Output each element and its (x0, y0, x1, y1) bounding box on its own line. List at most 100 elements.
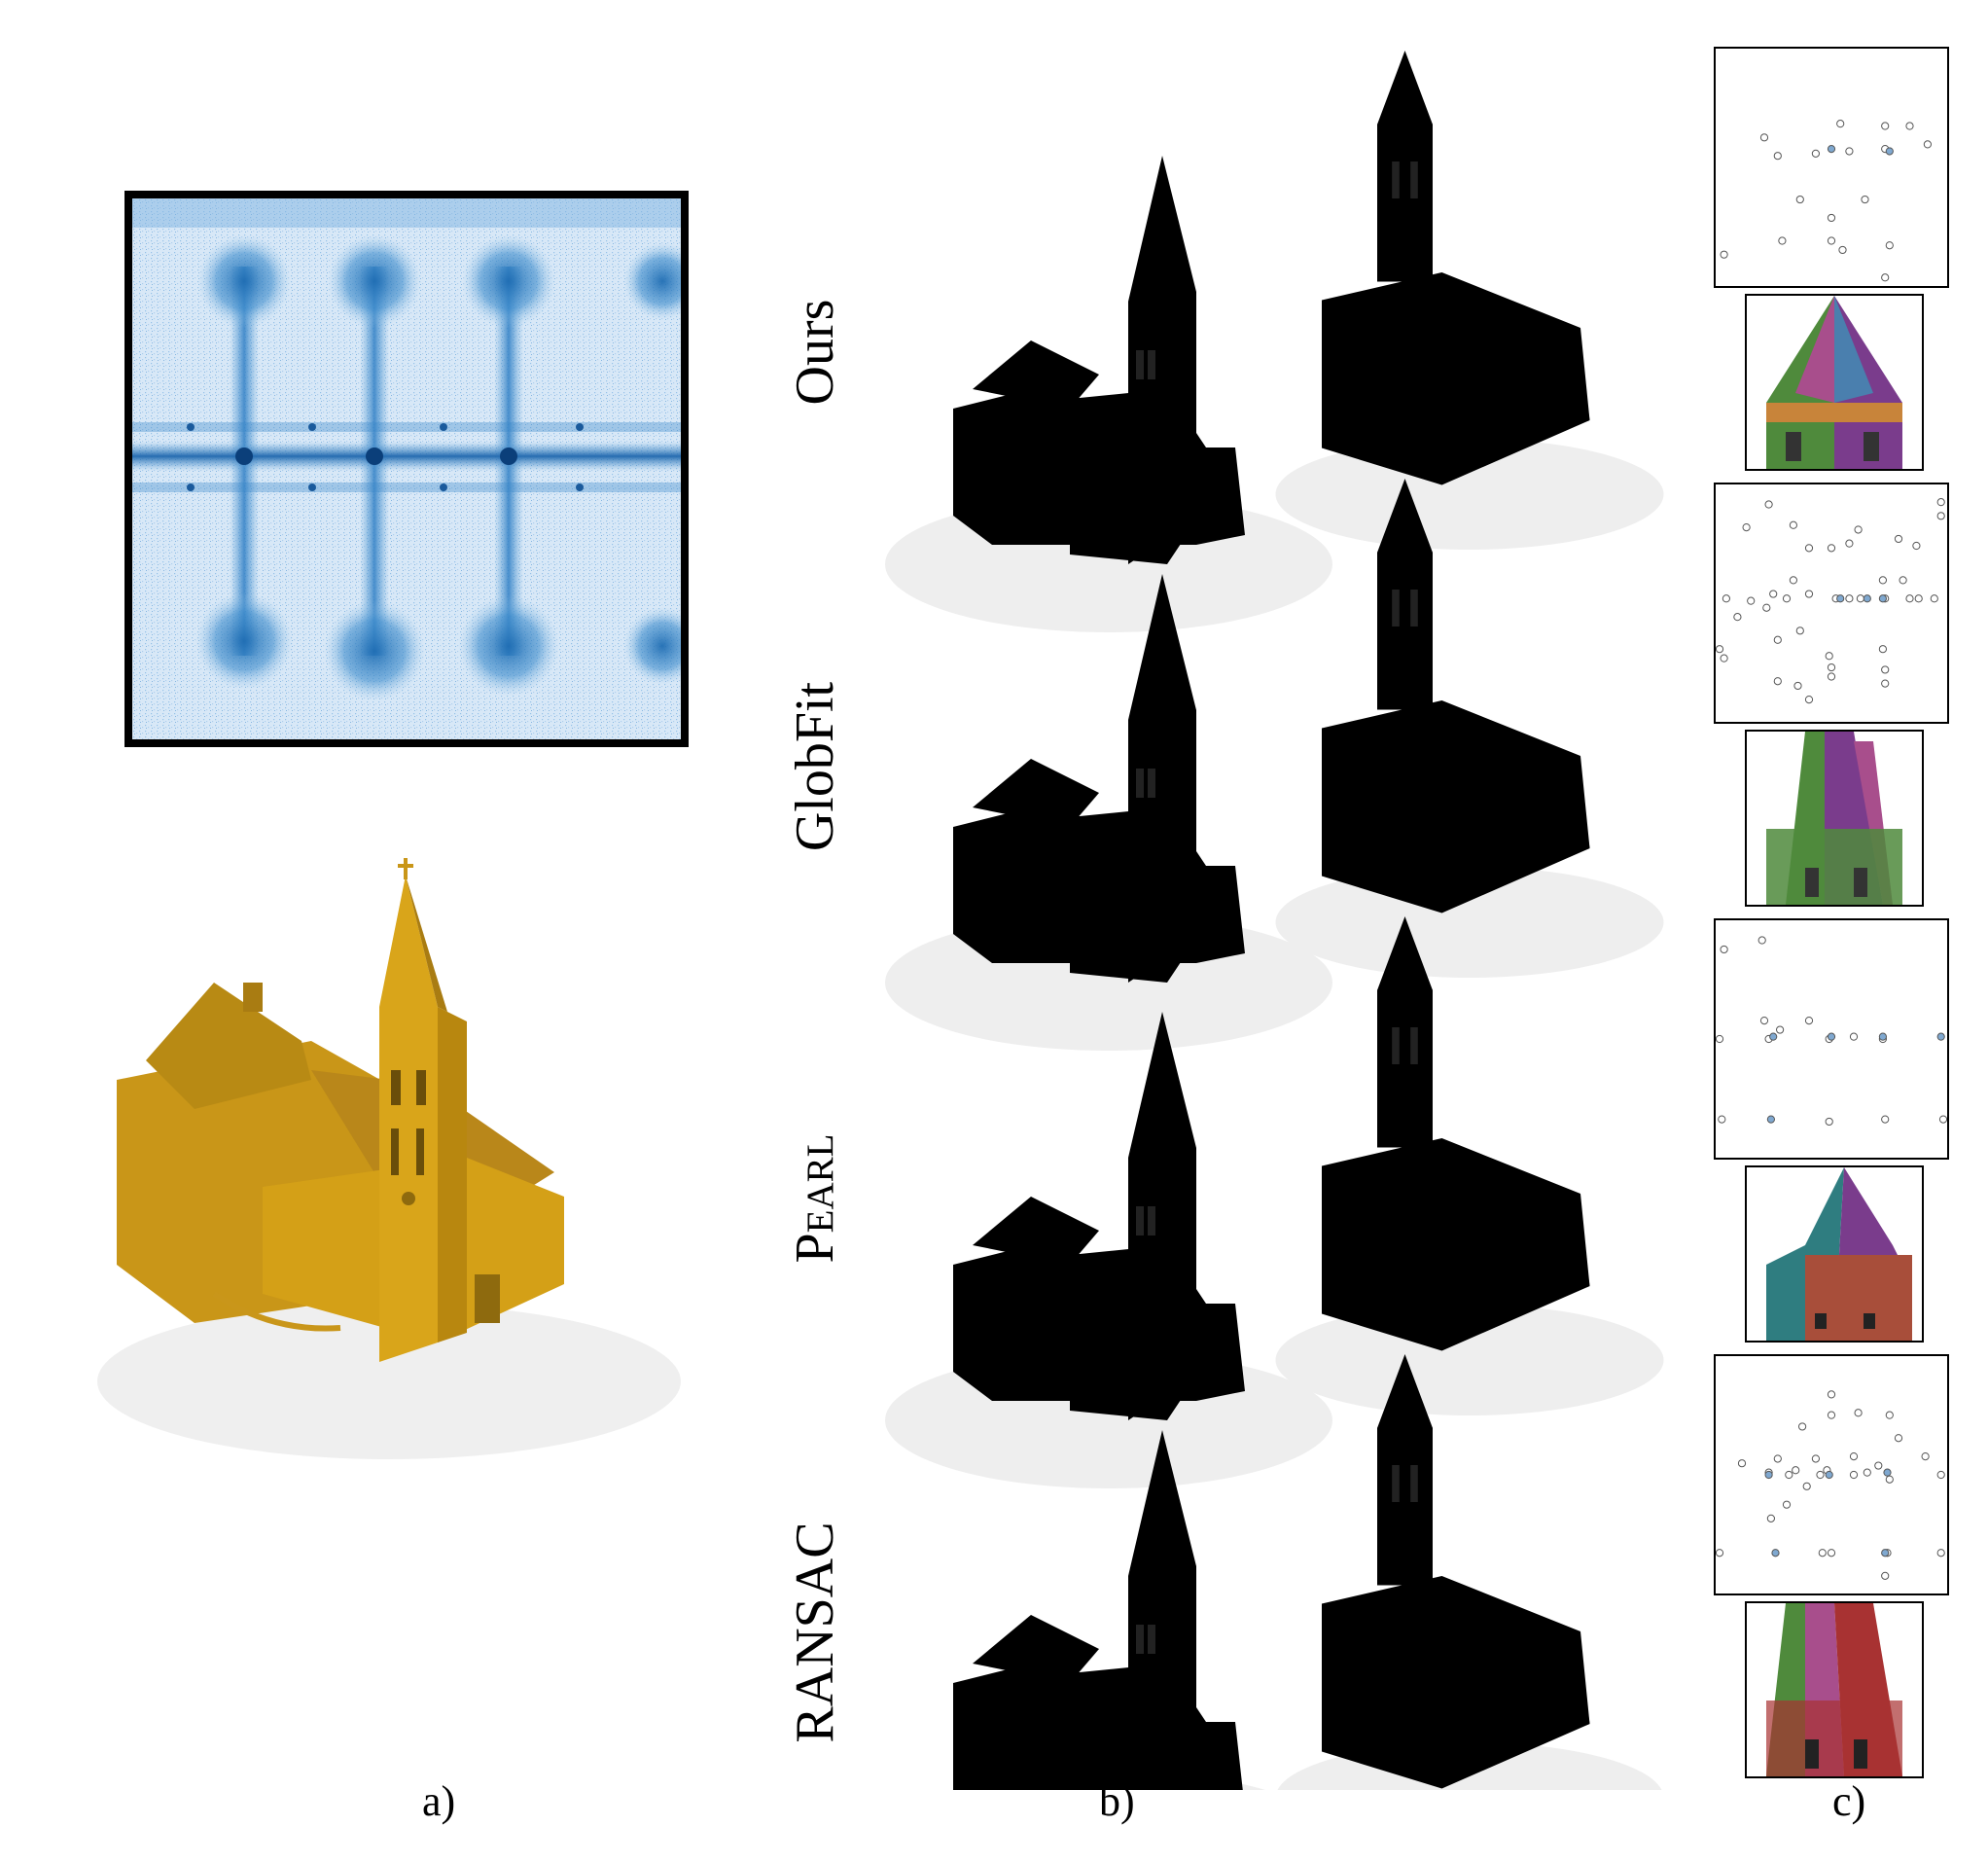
scatter-point (1936, 498, 1945, 507)
scatter-point (1804, 544, 1814, 553)
scatter-point (1720, 250, 1728, 259)
scatter-point-filled (1885, 147, 1894, 156)
scatter-point (1861, 195, 1869, 204)
scatter-point (1764, 500, 1773, 509)
scatter-point-filled (1883, 1468, 1892, 1477)
tower-thumbnail-ransac (1745, 1601, 1924, 1778)
scatter-point (1849, 1470, 1859, 1480)
scatter-point (1912, 541, 1921, 551)
scatter-point (1894, 534, 1903, 544)
scatter-point-filled (1766, 1115, 1776, 1124)
scatter-point (1881, 1571, 1890, 1580)
scatter-point (1759, 133, 1769, 142)
scatter-point (1742, 523, 1751, 532)
scatter-point (1885, 241, 1894, 250)
scatter-point (1881, 679, 1890, 688)
panel-label-a: a) (422, 1777, 456, 1825)
scatter-point (1905, 594, 1914, 603)
heatmap-figure (124, 191, 689, 747)
scatter-point (1718, 1115, 1726, 1124)
scatter-point (1825, 652, 1833, 661)
scatter-point (1789, 576, 1798, 585)
scatter-point (1789, 520, 1798, 529)
scatter-point (1762, 603, 1771, 612)
scatter-point (1881, 1115, 1890, 1124)
scatter-point-filled (1881, 1549, 1890, 1558)
scatter-point (1881, 122, 1890, 130)
scatter-point (1811, 1454, 1821, 1463)
scatter-point-filled (1825, 1470, 1833, 1480)
scatter-point (1747, 596, 1756, 605)
scatter-point (1773, 635, 1782, 644)
scatter-point-filled (1936, 1032, 1945, 1041)
tower-thumbnail-globfit (1745, 730, 1924, 907)
scatter-point (1836, 120, 1845, 128)
scatter-point (1827, 1549, 1836, 1558)
panel-label-b: b) (1099, 1777, 1135, 1825)
scatter-point-filled (1878, 594, 1887, 603)
scatter-point (1720, 945, 1728, 954)
scatter-plot-globfit (1714, 483, 1949, 724)
scatter-point (1881, 665, 1890, 674)
scatter-point (1936, 1549, 1945, 1558)
scatter-point (1804, 1017, 1814, 1025)
scatter-point (1938, 1115, 1947, 1124)
scatter-point (1930, 594, 1938, 603)
scatter-point (1773, 677, 1782, 686)
scatter-point (1804, 696, 1814, 704)
scatter-point (1827, 662, 1836, 672)
scatter-point (1782, 594, 1792, 603)
scatter-point (1816, 1470, 1825, 1480)
scatter-point (1856, 594, 1864, 603)
scatter-point (1737, 1459, 1747, 1468)
scatter-point (1936, 1470, 1945, 1480)
scatter-point (1923, 140, 1932, 149)
scatter-point-filled (1769, 1032, 1778, 1041)
scatter-point (1845, 539, 1854, 548)
scatter-point-filled (1771, 1549, 1780, 1558)
scatter-point (1825, 1117, 1833, 1127)
scatter-point (1878, 576, 1887, 585)
scatter-point (1720, 654, 1728, 662)
scatter-point (1921, 1452, 1930, 1461)
scatter-point (1849, 1032, 1859, 1041)
panel-label-c: c) (1832, 1777, 1866, 1825)
scatter-point (1827, 1411, 1836, 1419)
row-label-ours: Ours (785, 299, 845, 406)
row-label-ransac: RANSAC (785, 1522, 845, 1743)
scatter-point (1845, 147, 1854, 156)
scatter-point (1863, 1468, 1871, 1477)
scatter-point (1795, 627, 1804, 635)
scatter-point (1769, 590, 1778, 598)
scatter-point-filled (1764, 1470, 1773, 1480)
scatter-point (1785, 1470, 1793, 1480)
scatter-point (1818, 1549, 1827, 1558)
scatter-point (1899, 576, 1907, 585)
scatter-point (1773, 152, 1782, 161)
scatter-point (1716, 645, 1724, 654)
row-label-globfit: GlobFit (785, 681, 845, 852)
scatter-point (1793, 681, 1802, 691)
scatter-point (1894, 1434, 1903, 1443)
scatter-point (1849, 1452, 1859, 1461)
scatter-point-filled (1836, 594, 1845, 603)
scatter-point (1798, 1422, 1807, 1431)
scatter-point (1838, 245, 1847, 255)
scatter-point (1827, 672, 1836, 681)
scatter-point (1773, 1454, 1782, 1463)
scatter-point (1905, 122, 1914, 130)
scatter-point (1776, 1025, 1785, 1034)
scatter-point (1716, 1034, 1724, 1044)
gold-church-render (19, 837, 681, 1498)
scatter-point (1778, 236, 1787, 245)
tower-thumbnail-ours (1745, 294, 1924, 471)
scatter-point (1878, 645, 1887, 654)
segmentation-grid: .r1 .fa{fill:#4f8a3c}.r1 .fb{fill:#4a7fa… (885, 51, 1664, 1790)
scatter-point-filled (1878, 1032, 1887, 1041)
scatter-point (1854, 1409, 1863, 1417)
scatter-point (1795, 195, 1804, 204)
scatter-point (1766, 1514, 1776, 1522)
scatter-point (1759, 1017, 1769, 1025)
scatter-point (1845, 594, 1854, 603)
scatter-point (1722, 594, 1730, 603)
